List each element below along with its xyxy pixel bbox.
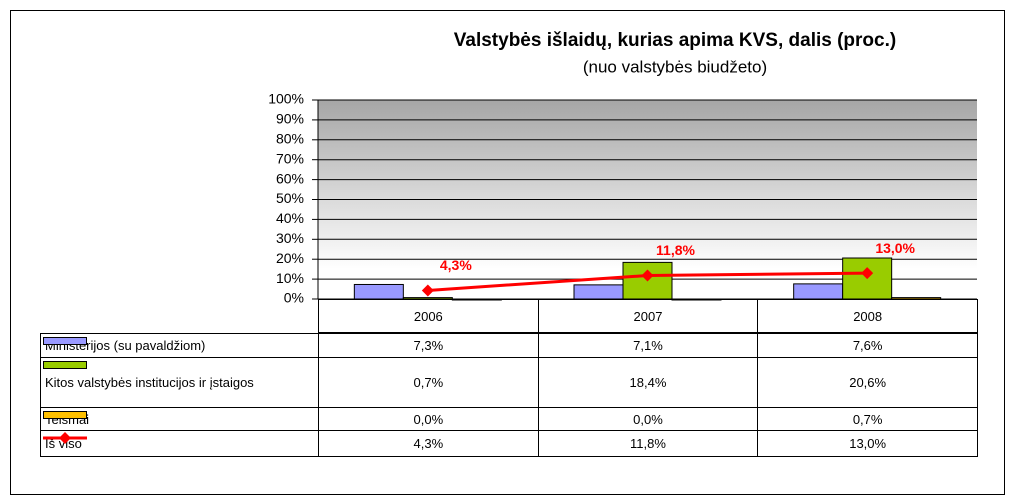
x-tick-label: 2008 xyxy=(757,299,978,333)
legend-key xyxy=(43,411,87,419)
cell-text: 13,0% xyxy=(849,436,887,451)
x-tick-label: 2006 xyxy=(318,299,539,333)
data-label: 11,8% xyxy=(656,242,695,258)
table-value: 7,3% xyxy=(318,333,539,358)
legend-key xyxy=(43,361,87,369)
legend-swatch xyxy=(43,361,87,369)
legend-marker xyxy=(59,432,71,444)
cell-text: 0,0% xyxy=(413,411,444,427)
legend-cell: Kitos valstybės institucijos ir įstaigos xyxy=(40,357,319,408)
y-tick-label: 40% xyxy=(276,210,304,226)
bar xyxy=(793,283,844,300)
cell-text: 11,8% xyxy=(630,436,666,451)
table-value: 0,7% xyxy=(757,407,978,431)
y-tick-label: 90% xyxy=(276,111,304,127)
legend-cell: Ministerijos (su pavaldžiom) xyxy=(40,333,319,358)
table-value: 18,4% xyxy=(537,357,759,408)
legend-key xyxy=(43,337,87,345)
legend-swatch xyxy=(43,337,87,345)
data-label: 4,3% xyxy=(440,257,472,273)
table-value: 11,8% xyxy=(537,430,759,457)
chart-title: Valstybės išlaidų, kurias apima KVS, dal… xyxy=(454,30,896,51)
table-value: 0,0% xyxy=(537,407,759,431)
line-marker xyxy=(861,267,874,280)
cell-text: 0,7% xyxy=(413,375,444,390)
y-tick-label: 30% xyxy=(276,230,304,246)
cell-text: 7,6% xyxy=(852,338,883,353)
bar xyxy=(573,284,624,300)
bar xyxy=(353,283,404,300)
table-value: 7,1% xyxy=(537,333,759,358)
line-marker xyxy=(641,269,654,282)
line-marker xyxy=(421,284,434,297)
y-tick-label: 0% xyxy=(284,290,304,306)
y-tick-label: 60% xyxy=(276,170,304,186)
cell-text: 4,3% xyxy=(413,436,444,451)
cell-text: 7,1% xyxy=(633,338,663,353)
legend-label: Kitos valstybės institucijos ir įstaigos xyxy=(45,375,254,390)
legend-label: Iš viso xyxy=(45,436,82,451)
table-value: 4,3% xyxy=(318,430,539,457)
cell-text: 2008 xyxy=(853,308,883,324)
table-value: 0,7% xyxy=(318,357,539,408)
y-tick-label: 80% xyxy=(276,131,304,147)
y-tick-label: 70% xyxy=(276,150,304,166)
table-value: 7,6% xyxy=(757,333,978,358)
data-label: 13,0% xyxy=(875,240,915,256)
table-value: 13,0% xyxy=(757,430,978,457)
legend-cell: Iš viso xyxy=(40,430,319,457)
cell-text: 2006 xyxy=(413,308,443,324)
table-value: 20,6% xyxy=(757,357,978,408)
y-tick-label: 10% xyxy=(276,270,304,286)
y-tick-label: 50% xyxy=(276,190,304,206)
legend-key xyxy=(43,432,87,444)
cell-text: 0,0% xyxy=(633,411,663,427)
y-tick-label: 100% xyxy=(268,91,304,107)
cell-text: 20,6% xyxy=(849,375,887,390)
bar xyxy=(891,297,942,300)
x-tick-label: 2007 xyxy=(537,299,759,333)
table-value: 0,0% xyxy=(318,407,539,431)
cell-text: 18,4% xyxy=(629,375,667,390)
y-tick-label: 20% xyxy=(276,250,304,266)
cell-text: 0,7% xyxy=(852,411,883,427)
cell-text: 7,3% xyxy=(413,338,444,353)
cell-text: 2007 xyxy=(633,308,663,324)
legend-swatch xyxy=(43,411,87,419)
bar xyxy=(402,297,453,300)
chart-subtitle: (nuo valstybės biudžeto) xyxy=(583,57,767,76)
legend-cell: Teismai xyxy=(40,407,319,431)
